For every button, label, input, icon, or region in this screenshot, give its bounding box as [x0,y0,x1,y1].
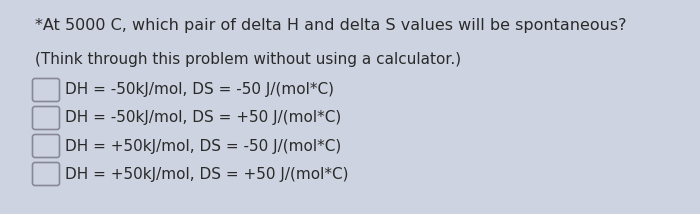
FancyBboxPatch shape [32,107,60,129]
Text: DH = -50kJ/mol, DS = -50 J/(mol*C): DH = -50kJ/mol, DS = -50 J/(mol*C) [65,83,334,98]
FancyBboxPatch shape [32,79,60,101]
FancyBboxPatch shape [32,135,60,158]
Text: DH = +50kJ/mol, DS = -50 J/(mol*C): DH = +50kJ/mol, DS = -50 J/(mol*C) [65,138,342,153]
Text: *At 5000 C, which pair of delta H and delta S values will be spontaneous?: *At 5000 C, which pair of delta H and de… [35,18,626,33]
Text: DH = +50kJ/mol, DS = +50 J/(mol*C): DH = +50kJ/mol, DS = +50 J/(mol*C) [65,166,349,181]
Text: DH = -50kJ/mol, DS = +50 J/(mol*C): DH = -50kJ/mol, DS = +50 J/(mol*C) [65,110,342,125]
FancyBboxPatch shape [32,162,60,186]
Text: (Think through this problem without using a calculator.): (Think through this problem without usin… [35,52,461,67]
